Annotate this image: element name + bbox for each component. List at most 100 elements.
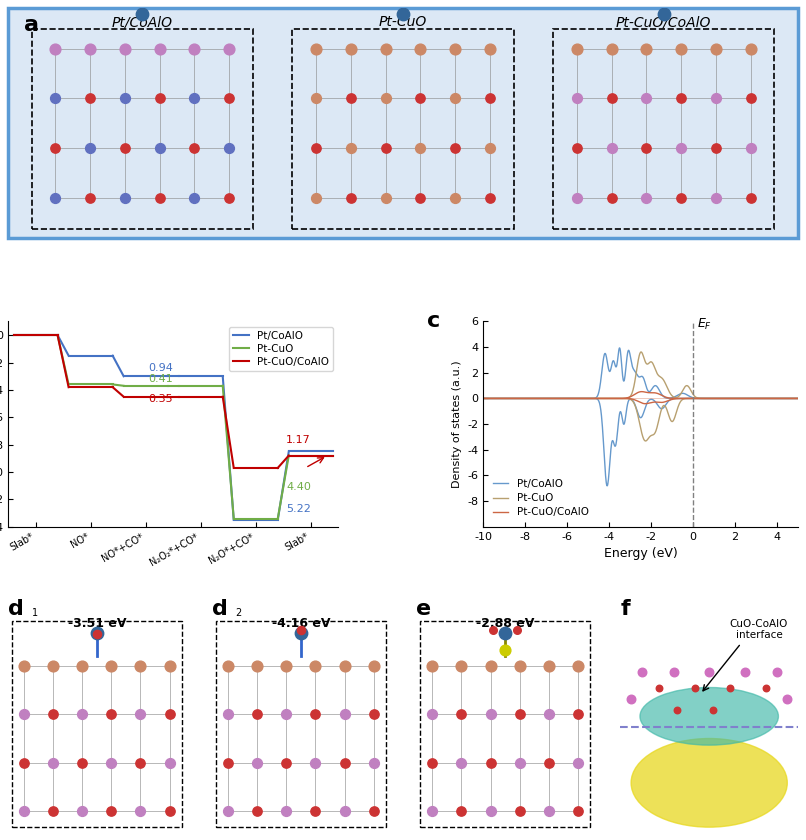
Point xyxy=(542,804,555,817)
Point xyxy=(76,659,89,673)
Point xyxy=(118,141,131,155)
Point xyxy=(309,756,322,769)
Point xyxy=(781,692,794,706)
Point xyxy=(18,708,31,722)
Text: $_2$: $_2$ xyxy=(235,606,243,619)
Pt-CuO/CoAlO xyxy=(511,393,521,403)
Point xyxy=(605,141,618,155)
Point xyxy=(105,804,118,817)
Point xyxy=(188,92,201,105)
Point xyxy=(47,708,60,722)
Text: Pt-CuO/CoAlO: Pt-CuO/CoAlO xyxy=(616,15,712,29)
Pt-CuO xyxy=(724,393,733,403)
Point xyxy=(84,42,97,55)
Point xyxy=(134,708,147,722)
Point xyxy=(90,627,103,641)
Point xyxy=(134,659,147,673)
Text: d: d xyxy=(212,599,228,619)
Text: 0.35: 0.35 xyxy=(148,393,173,403)
Text: a: a xyxy=(24,15,39,35)
Point xyxy=(744,92,757,105)
Point xyxy=(294,623,307,637)
Point xyxy=(294,626,307,639)
Pt-CuO/CoAlO xyxy=(606,393,616,403)
Point xyxy=(667,665,680,679)
Point xyxy=(724,680,737,694)
Point xyxy=(153,192,166,205)
Point xyxy=(105,708,118,722)
Point xyxy=(118,92,131,105)
Pt/CoAlO xyxy=(52,330,62,340)
Point xyxy=(368,804,380,817)
Pt/CoAlO xyxy=(729,393,739,403)
Point xyxy=(379,192,392,205)
Point xyxy=(280,804,293,817)
Point xyxy=(222,804,235,817)
Point xyxy=(134,756,147,769)
Point xyxy=(222,659,235,673)
Point xyxy=(688,680,701,694)
Point xyxy=(426,659,438,673)
Point xyxy=(513,756,526,769)
Point xyxy=(397,7,409,20)
Point xyxy=(542,756,555,769)
Point xyxy=(449,92,462,105)
Point xyxy=(499,626,512,639)
Pt-CuO xyxy=(606,393,616,403)
Line: Pt-CuO/CoAlO: Pt-CuO/CoAlO xyxy=(484,391,798,398)
Text: 1.17: 1.17 xyxy=(286,435,311,445)
Point xyxy=(153,42,166,55)
Point xyxy=(706,703,719,717)
Point xyxy=(280,659,293,673)
Point xyxy=(484,141,496,155)
Ellipse shape xyxy=(640,687,779,745)
Pt-CuO/CoAlO xyxy=(479,393,488,403)
Point xyxy=(744,141,757,155)
Point xyxy=(310,92,322,105)
Point xyxy=(251,804,264,817)
Point xyxy=(605,42,618,55)
Point xyxy=(222,141,235,155)
Point xyxy=(675,141,688,155)
Point xyxy=(251,659,264,673)
Point xyxy=(513,708,526,722)
Point xyxy=(84,141,97,155)
Pt-CuO xyxy=(695,393,704,403)
Point xyxy=(136,7,149,20)
Point xyxy=(339,708,351,722)
Point xyxy=(163,804,176,817)
Text: -2.88 eV: -2.88 eV xyxy=(476,617,534,629)
Point xyxy=(49,92,62,105)
Text: 0.41: 0.41 xyxy=(148,374,173,384)
FancyBboxPatch shape xyxy=(8,8,798,239)
Pt-CuO xyxy=(617,393,627,403)
Point xyxy=(455,659,467,673)
Point xyxy=(484,756,497,769)
Legend: Pt/CoAlO, Pt-CuO, Pt-CuO/CoAlO: Pt/CoAlO, Pt-CuO, Pt-CuO/CoAlO xyxy=(229,327,333,371)
Pt-CuO/CoAlO xyxy=(617,393,627,403)
Point xyxy=(49,42,62,55)
Point xyxy=(738,665,751,679)
Point xyxy=(309,659,322,673)
Point xyxy=(542,659,555,673)
Text: 0.94: 0.94 xyxy=(148,364,173,374)
Point xyxy=(163,708,176,722)
Point xyxy=(18,804,31,817)
Text: 4.40: 4.40 xyxy=(286,482,311,491)
Point xyxy=(309,708,322,722)
Point xyxy=(49,192,62,205)
Pt-CuO xyxy=(793,393,803,403)
Point xyxy=(709,92,722,105)
Point xyxy=(640,192,653,205)
Point xyxy=(18,756,31,769)
Point xyxy=(163,756,176,769)
Point xyxy=(222,756,235,769)
Point xyxy=(455,756,467,769)
Point xyxy=(280,756,293,769)
Text: $_1$: $_1$ xyxy=(31,606,39,619)
Point xyxy=(222,192,235,205)
Point xyxy=(635,665,648,679)
Point xyxy=(344,141,357,155)
Point xyxy=(76,708,89,722)
Point xyxy=(675,42,688,55)
